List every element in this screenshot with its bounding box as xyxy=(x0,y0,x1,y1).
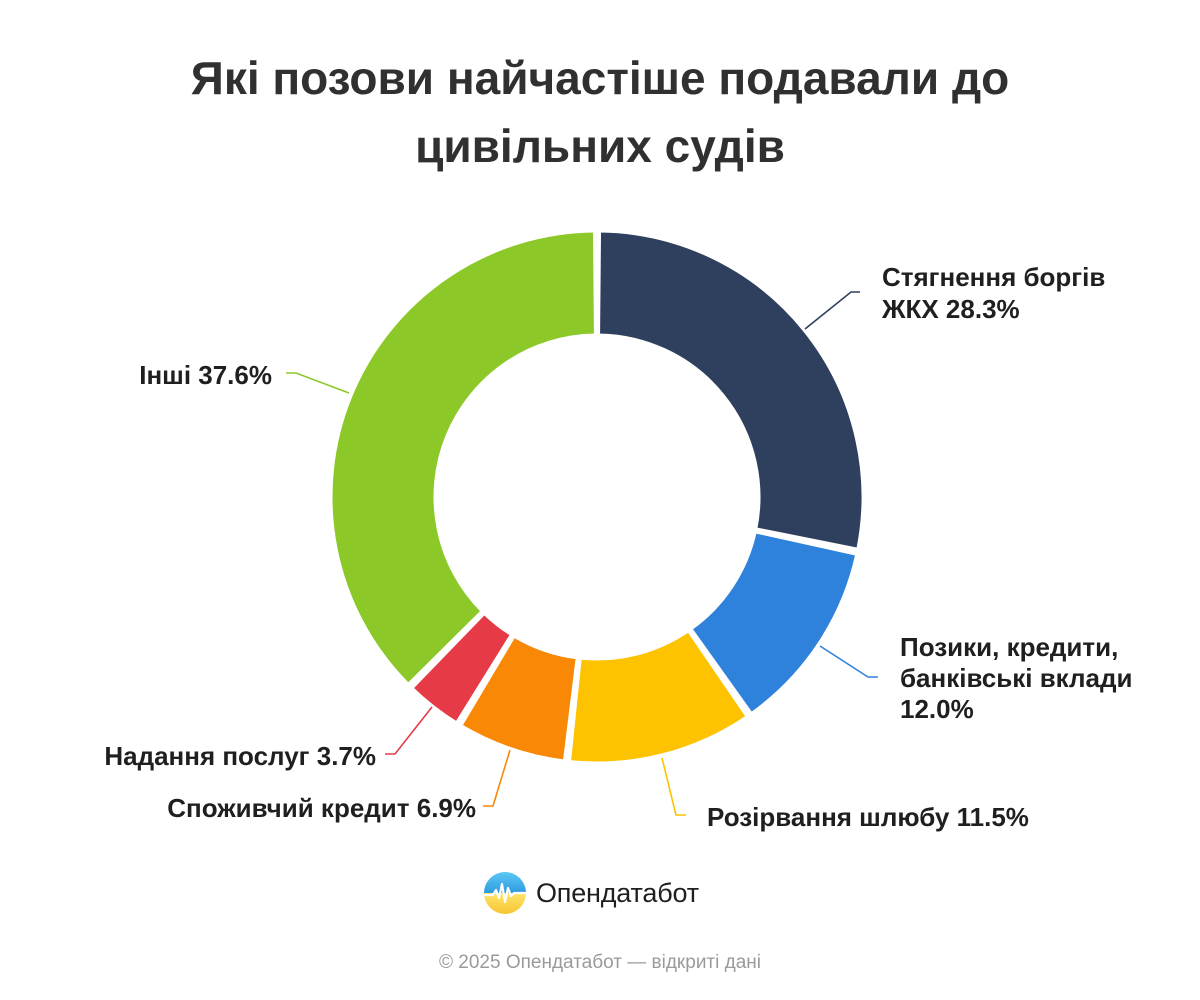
chart-title: Які позови найчастіше подавали до цивіль… xyxy=(190,52,1010,172)
opendatabot-logo-icon xyxy=(484,872,526,914)
leader-line-1 xyxy=(804,291,860,330)
slice-label-5: Надання послуг 3.7% xyxy=(104,741,376,771)
slice-label-line: банківські вклади xyxy=(900,663,1132,693)
slice-label-3: Розірвання шлюбу 11.5% xyxy=(707,802,1029,832)
slice-label-line: Надання послуг 3.7% xyxy=(104,741,376,771)
slice-label-2: Позики, кредити, банківські вклади 12.0% xyxy=(900,632,1132,724)
leader-line-6 xyxy=(286,372,350,394)
leader-line-4 xyxy=(483,749,511,807)
leader-lines xyxy=(286,291,878,816)
brand-name: Опендатабот xyxy=(536,877,699,908)
leader-line-3 xyxy=(661,757,686,816)
slice-label-line: Стягнення боргів xyxy=(882,262,1105,292)
slice-label-6: Інші 37.6% xyxy=(139,360,272,390)
slice-label-4: Споживчий кредит 6.9% xyxy=(167,793,476,823)
footer-copyright: © 2025 Опендатабот — відкриті дані xyxy=(439,952,761,973)
donut-slice-2[interactable] xyxy=(689,530,859,716)
donut-slices xyxy=(329,229,865,765)
slice-label-line: 12.0% xyxy=(900,694,974,724)
donut-slice-5[interactable] xyxy=(410,611,513,725)
slice-label-line: Позики, кредити, xyxy=(900,632,1118,662)
leader-line-2 xyxy=(819,645,878,678)
leader-line-5 xyxy=(385,706,433,755)
donut-slice-1[interactable] xyxy=(597,229,865,551)
slice-label-line: Споживчий кредит 6.9% xyxy=(167,793,476,823)
donut-slice-3[interactable] xyxy=(568,629,749,765)
slice-labels: Стягнення боргів ЖКХ 28.3% Позики, кредити… xyxy=(104,262,1132,832)
donut-slice-6[interactable] xyxy=(329,229,597,686)
brand[interactable]: Опендатабот xyxy=(484,872,699,914)
donut-slice-4[interactable] xyxy=(459,634,579,763)
slice-label-line: Інші 37.6% xyxy=(139,360,272,390)
slice-label-line: Розірвання шлюбу 11.5% xyxy=(707,802,1029,832)
slice-label-line: ЖКХ 28.3% xyxy=(881,294,1020,324)
slice-label-1: Стягнення боргів ЖКХ 28.3% xyxy=(881,262,1105,324)
